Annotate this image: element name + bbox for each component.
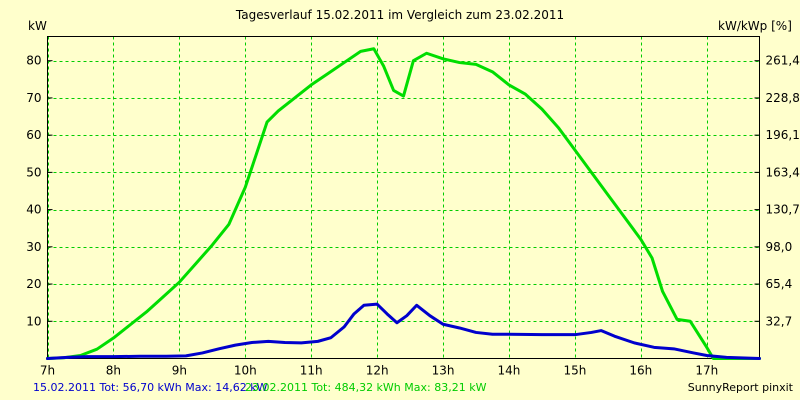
chart-title: Tagesverlauf 15.02.2011 im Vergleich zum… bbox=[235, 8, 565, 22]
svg-text:50: 50 bbox=[26, 165, 41, 179]
legend-entry-green: 23.02.2011 Tot: 484,32 kWh Max: 83,21 kW bbox=[245, 381, 487, 394]
svg-text:70: 70 bbox=[26, 91, 41, 105]
axis-frame bbox=[47, 36, 760, 359]
svg-text:13h: 13h bbox=[432, 364, 455, 378]
svg-text:10: 10 bbox=[26, 314, 41, 328]
svg-text:196,1: 196,1 bbox=[766, 128, 800, 142]
svg-text:17h: 17h bbox=[695, 364, 718, 378]
svg-text:30: 30 bbox=[26, 240, 41, 254]
svg-text:7h: 7h bbox=[40, 364, 55, 378]
svg-text:12h: 12h bbox=[366, 364, 389, 378]
svg-text:14h: 14h bbox=[498, 364, 521, 378]
data-series bbox=[46, 47, 761, 360]
svg-text:261,4: 261,4 bbox=[766, 54, 800, 68]
tick-labels: 10 20 30 40 50 60 70 80 32,7 65,4 98,0 130,7 163,4 19… bbox=[26, 54, 800, 378]
chart-footer: 15.02.2011 Tot: 56,70 kWh Max: 14,62 kW … bbox=[0, 381, 800, 397]
brand-label: SunnyReport pinxit bbox=[687, 381, 793, 394]
svg-text:10h: 10h bbox=[234, 364, 257, 378]
svg-text:60: 60 bbox=[26, 128, 41, 142]
svg-text:80: 80 bbox=[26, 54, 41, 68]
svg-text:11h: 11h bbox=[300, 364, 323, 378]
svg-text:9h: 9h bbox=[172, 364, 187, 378]
svg-text:228,8: 228,8 bbox=[766, 91, 800, 105]
left-axis-unit-label: kW bbox=[28, 19, 47, 33]
svg-text:15h: 15h bbox=[563, 364, 586, 378]
svg-text:65,4: 65,4 bbox=[766, 277, 793, 291]
svg-text:130,7: 130,7 bbox=[766, 203, 800, 217]
legend-entry-blue: 15.02.2011 Tot: 56,70 kWh Max: 14,62 kW bbox=[33, 381, 268, 394]
svg-text:8h: 8h bbox=[106, 364, 121, 378]
svg-text:40: 40 bbox=[26, 203, 41, 217]
svg-text:16h: 16h bbox=[629, 364, 652, 378]
svg-text:32,7: 32,7 bbox=[766, 314, 793, 328]
right-axis-unit-label: kW/kWp [%] bbox=[718, 19, 792, 33]
svg-text:163,4: 163,4 bbox=[766, 165, 800, 179]
svg-text:20: 20 bbox=[26, 277, 41, 291]
grid-lines bbox=[47, 36, 760, 359]
svg-text:98,0: 98,0 bbox=[766, 240, 793, 254]
